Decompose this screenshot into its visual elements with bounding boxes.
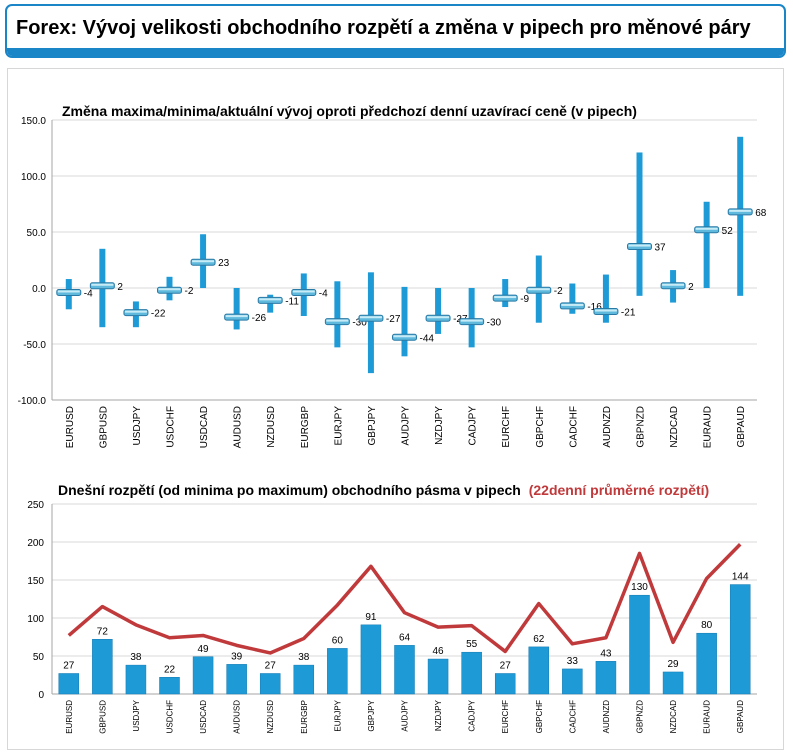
page-header: Forex: Vývoj velikosti obchodního rozpět… [5, 4, 786, 58]
page-title: Forex: Vývoj velikosti obchodního rozpět… [16, 17, 751, 39]
charts-frame [7, 68, 784, 750]
header-accent-bar [7, 48, 784, 56]
